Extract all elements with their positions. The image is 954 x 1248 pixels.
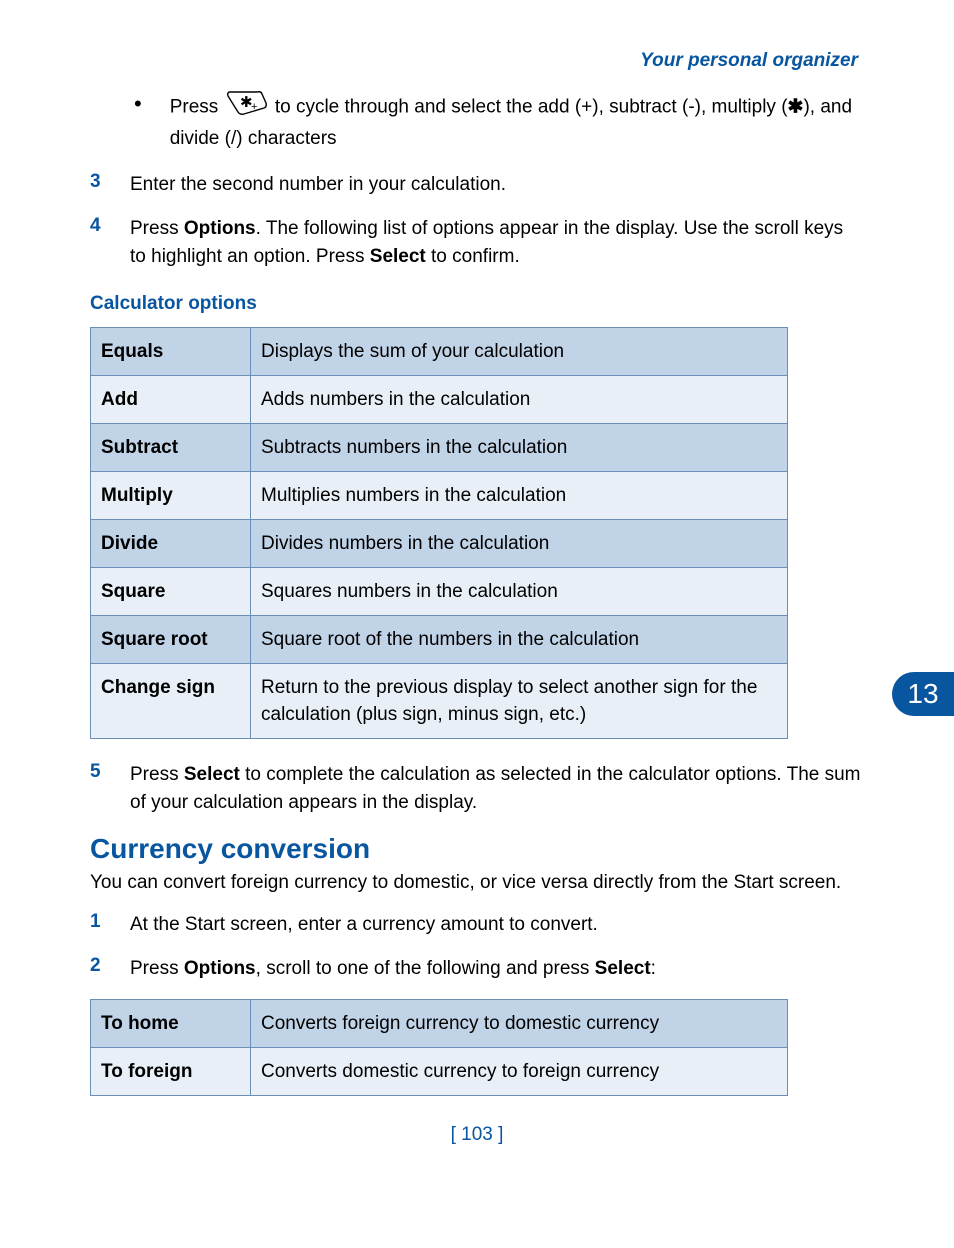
table-row: EqualsDisplays the sum of your calculati… xyxy=(91,328,788,376)
option-description: Displays the sum of your calculation xyxy=(251,328,788,376)
option-label: Equals xyxy=(91,328,251,376)
step-number: 1 xyxy=(90,911,130,933)
table-row: SquareSquares numbers in the calculation xyxy=(91,568,788,616)
select-label: Select xyxy=(370,246,426,267)
currency-step-1: 1 At the Start screen, enter a currency … xyxy=(90,911,864,939)
table-caption: Calculator options xyxy=(90,293,864,315)
step-4: 4 Press Options. The following list of o… xyxy=(90,215,864,271)
svg-text:+: + xyxy=(251,101,257,113)
step-5: 5 Press Select to complete the calculati… xyxy=(90,761,864,817)
bullet-dot-icon: • xyxy=(134,90,142,118)
table-row: To foreignConverts domestic currency to … xyxy=(91,1048,788,1096)
asterisk-key-icon: ✱+ xyxy=(226,90,268,125)
chapter-tab: 13 xyxy=(892,672,954,716)
option-description: Square root of the numbers in the calcul… xyxy=(251,616,788,664)
text-fragment: : xyxy=(651,958,656,979)
option-label: Subtract xyxy=(91,424,251,472)
currency-conversion-heading: Currency conversion xyxy=(90,833,864,865)
options-label: Options xyxy=(184,218,256,239)
option-description: Squares numbers in the calculation xyxy=(251,568,788,616)
step-number: 5 xyxy=(90,761,130,783)
bullet-item: • Press ✱+ to cycle through and select t… xyxy=(134,90,864,153)
table-row: SubtractSubtracts numbers in the calcula… xyxy=(91,424,788,472)
page-content: Your personal organizer • Press ✱+ to cy… xyxy=(0,0,954,1186)
step-text: Press Options, scroll to one of the foll… xyxy=(130,955,864,983)
select-label: Select xyxy=(184,764,240,785)
text-fragment: to cycle through and select the add (+),… xyxy=(270,97,788,118)
table-row: DivideDivides numbers in the calculation xyxy=(91,520,788,568)
text-fragment: Press xyxy=(170,97,224,118)
bullet-text: Press ✱+ to cycle through and select the… xyxy=(170,90,864,153)
option-description: Converts domestic currency to foreign cu… xyxy=(251,1048,788,1096)
step-number: 4 xyxy=(90,215,130,237)
text-fragment: Press xyxy=(130,958,184,979)
section-paragraph: You can convert foreign currency to dome… xyxy=(90,869,864,897)
asterisk-symbol-icon: ✱ xyxy=(788,97,804,118)
table-row: To homeConverts foreign currency to dome… xyxy=(91,1000,788,1048)
option-label: To foreign xyxy=(91,1048,251,1096)
step-text: Press Select to complete the calculation… xyxy=(130,761,864,817)
option-label: Divide xyxy=(91,520,251,568)
currency-step-2: 2 Press Options, scroll to one of the fo… xyxy=(90,955,864,983)
option-description: Subtracts numbers in the calculation xyxy=(251,424,788,472)
option-label: Square root xyxy=(91,616,251,664)
option-description: Return to the previous display to select… xyxy=(251,664,788,739)
option-description: Multiplies numbers in the calculation xyxy=(251,472,788,520)
option-description: Divides numbers in the calculation xyxy=(251,520,788,568)
table-row: MultiplyMultiplies numbers in the calcul… xyxy=(91,472,788,520)
option-label: Add xyxy=(91,376,251,424)
page-number: [ 103 ] xyxy=(90,1124,864,1146)
option-description: Adds numbers in the calculation xyxy=(251,376,788,424)
table-row: AddAdds numbers in the calculation xyxy=(91,376,788,424)
text-fragment: Press xyxy=(130,764,184,785)
text-fragment: Press xyxy=(130,218,184,239)
select-label: Select xyxy=(595,958,651,979)
option-label: To home xyxy=(91,1000,251,1048)
table-row: Change signReturn to the previous displa… xyxy=(91,664,788,739)
text-fragment: to complete the calculation as selected … xyxy=(130,764,861,813)
currency-options-table: To homeConverts foreign currency to dome… xyxy=(90,999,788,1096)
option-label: Change sign xyxy=(91,664,251,739)
step-text: At the Start screen, enter a currency am… xyxy=(130,911,864,939)
calculator-options-table: EqualsDisplays the sum of your calculati… xyxy=(90,327,788,739)
section-header: Your personal organizer xyxy=(90,50,864,72)
option-description: Converts foreign currency to domestic cu… xyxy=(251,1000,788,1048)
option-label: Multiply xyxy=(91,472,251,520)
options-label: Options xyxy=(184,958,256,979)
step-text: Press Options. The following list of opt… xyxy=(130,215,864,271)
table-row: Square rootSquare root of the numbers in… xyxy=(91,616,788,664)
step-number: 2 xyxy=(90,955,130,977)
text-fragment: to confirm. xyxy=(426,246,520,267)
option-label: Square xyxy=(91,568,251,616)
step-text: Enter the second number in your calculat… xyxy=(130,171,864,199)
text-fragment: , scroll to one of the following and pre… xyxy=(256,958,595,979)
step-3: 3 Enter the second number in your calcul… xyxy=(90,171,864,199)
step-number: 3 xyxy=(90,171,130,193)
